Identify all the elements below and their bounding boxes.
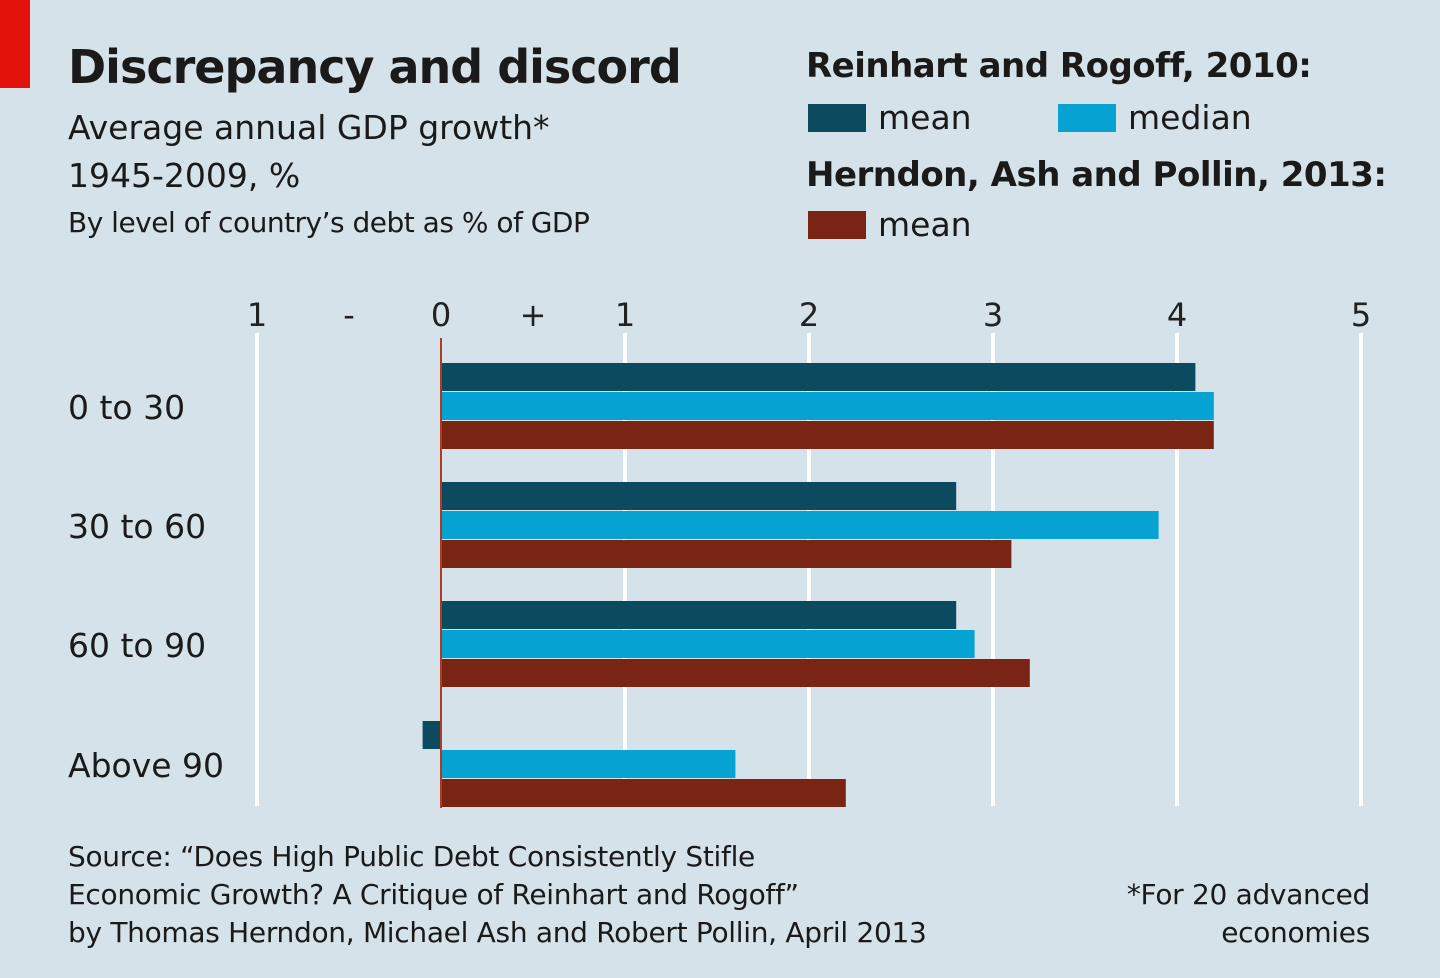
legend-item-rr-median: median	[1058, 98, 1252, 137]
brand-tab	[0, 0, 30, 88]
x-tick-label: 4	[1167, 296, 1187, 334]
x-tick-label: 1	[247, 296, 267, 334]
bar	[441, 392, 1214, 420]
x-tick-label: 0	[431, 296, 451, 334]
x-tick-label: 2	[799, 296, 819, 334]
legend-group-title: Herndon, Ash and Pollin, 2013:	[806, 155, 1387, 195]
footnote-line: economies	[1221, 916, 1370, 949]
x-tick-label: 1	[615, 296, 635, 334]
legend-label: mean	[878, 98, 972, 137]
chart-title: Discrepancy and discord	[68, 40, 682, 94]
x-tick-label: +	[520, 296, 547, 334]
x-tick-label: 5	[1351, 296, 1371, 334]
legend-swatch	[1058, 103, 1116, 132]
bar	[441, 421, 1214, 449]
legend-item-hap-mean: mean	[808, 205, 972, 244]
category-label: 0 to 30	[68, 388, 185, 427]
category-label: 60 to 90	[68, 626, 206, 665]
footnote-line: *For 20 advanced	[1126, 878, 1370, 911]
legend-item-rr-mean: mean	[808, 98, 972, 137]
bar	[441, 630, 975, 658]
subtitle-line: 1945-2009, %	[68, 156, 301, 195]
legend-group-title: Reinhart and Rogoff, 2010:	[806, 46, 1312, 86]
subtitle-line: By level of country’s debt as % of GDP	[68, 206, 590, 239]
bar	[441, 482, 957, 510]
category-label: Above 90	[68, 746, 224, 785]
bar	[441, 779, 846, 807]
footnote: *For 20 advanced economies	[1127, 876, 1370, 952]
x-tick-label: 3	[983, 296, 1003, 334]
source-line: Source: “Does High Public Debt Consisten…	[68, 840, 755, 873]
bar	[441, 511, 1159, 539]
source-line: by Thomas Herndon, Michael Ash and Rober…	[68, 916, 927, 949]
source-line: Economic Growth? A Critique of Reinhart …	[68, 878, 799, 911]
bar	[441, 363, 1196, 391]
legend-label: median	[1128, 98, 1252, 137]
bar	[441, 659, 1030, 687]
subtitle-line: Average annual GDP growth*	[68, 108, 550, 147]
bar	[441, 540, 1012, 568]
bar	[422, 721, 441, 749]
bar	[441, 750, 736, 778]
legend-swatch	[808, 103, 866, 132]
legend-swatch	[808, 210, 866, 239]
legend-label: mean	[878, 205, 972, 244]
source-note: Source: “Does High Public Debt Consisten…	[68, 838, 927, 952]
category-label: 30 to 60	[68, 507, 206, 546]
bar	[441, 601, 957, 629]
x-tick-label: -	[343, 296, 355, 334]
